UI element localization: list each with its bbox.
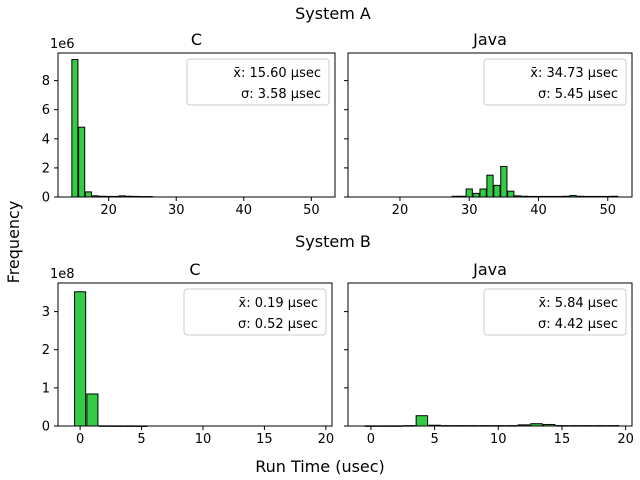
subplot-1: 20 30 40 50 Java x̄: 34.73 µsec σ: 5.45 µsec bbox=[344, 30, 633, 218]
x-tick-label: 30 bbox=[461, 203, 478, 218]
y-tick: 6 bbox=[42, 103, 58, 118]
subplot-title: C bbox=[189, 260, 200, 279]
x-tick: 15 bbox=[554, 426, 571, 447]
x-tick-label: 20 bbox=[617, 432, 634, 447]
y-tick: 8 bbox=[42, 74, 58, 89]
legend-entry: x̄: 5.84 µsec bbox=[539, 296, 618, 311]
x-tick: 5 bbox=[137, 426, 146, 447]
x-tick-label: 50 bbox=[599, 203, 616, 218]
legend-box bbox=[183, 288, 327, 336]
x-tick-label: 20 bbox=[392, 203, 409, 218]
x-tick: 40 bbox=[236, 197, 253, 218]
row-title-system-a: System A bbox=[295, 4, 371, 23]
histogram-bar bbox=[86, 393, 99, 427]
legend-entry: x̄: 34.73 µsec bbox=[530, 66, 618, 81]
axes-frame bbox=[347, 282, 633, 427]
row-title-system-b: System B bbox=[295, 232, 371, 251]
x-tick: 0 bbox=[367, 426, 375, 447]
histogram-bar bbox=[486, 174, 494, 198]
axes-frame bbox=[347, 52, 633, 198]
y-tick: 0 bbox=[42, 191, 58, 206]
x-tick-label: 5 bbox=[430, 432, 438, 447]
legend-entry: x̄: 15.60 µsec bbox=[233, 66, 321, 81]
histogram-bar bbox=[415, 415, 429, 427]
y-tick-label: 3 bbox=[42, 305, 50, 320]
subplot-0: 20 30 40 50 0 2 4 6 8 1e6 Cx̄: 15.60 µsec σ: 3.58 µ… bbox=[42, 30, 336, 218]
y-tick-label: 6 bbox=[42, 103, 50, 118]
y-tick-label: 0 bbox=[42, 191, 50, 206]
x-tick: 50 bbox=[303, 197, 320, 218]
y-tick: 2 bbox=[42, 343, 58, 358]
histogram-bar bbox=[78, 126, 86, 198]
x-tick: 15 bbox=[256, 426, 273, 447]
x-tick-label: 30 bbox=[168, 203, 185, 218]
histogram-bar bbox=[493, 184, 501, 198]
y-tick-label: 2 bbox=[42, 161, 50, 176]
subplot-title: C bbox=[191, 30, 202, 49]
y-tick: 0 bbox=[42, 420, 58, 435]
y-tick: 3 bbox=[42, 305, 58, 320]
histogram-bar bbox=[472, 192, 480, 198]
legend-entry: σ: 0.52 µsec bbox=[238, 317, 318, 332]
x-tick: 20 bbox=[318, 426, 335, 447]
y-tick-label: 8 bbox=[42, 74, 50, 89]
x-tick-label: 40 bbox=[530, 203, 547, 218]
axes-frame bbox=[57, 52, 336, 198]
histogram-bar bbox=[71, 59, 79, 198]
x-tick-label: 20 bbox=[318, 432, 335, 447]
x-tick-label: 0 bbox=[367, 432, 375, 447]
x-tick-label: 15 bbox=[554, 432, 571, 447]
x-tick-label: 50 bbox=[303, 203, 320, 218]
legend-entry: x̄: 0.19 µsec bbox=[239, 296, 318, 311]
y-offset-multiplier: 1e6 bbox=[50, 37, 75, 52]
y-tick-label: 2 bbox=[42, 343, 50, 358]
x-tick-label: 20 bbox=[100, 203, 117, 218]
x-tick: 10 bbox=[490, 426, 507, 447]
x-tick: 5 bbox=[430, 426, 439, 447]
x-tick: 20 bbox=[392, 197, 409, 218]
y-tick: 4 bbox=[42, 132, 58, 147]
shared-y-axis-label: Frequency bbox=[4, 201, 23, 284]
x-tick: 30 bbox=[461, 197, 478, 218]
legend-box bbox=[483, 58, 627, 106]
y-tick-label: 0 bbox=[42, 420, 50, 435]
y-tick: 2 bbox=[42, 161, 58, 176]
x-tick: 20 bbox=[617, 426, 634, 447]
x-tick-label: 10 bbox=[195, 432, 212, 447]
x-tick: 40 bbox=[530, 197, 547, 218]
histogram-bar bbox=[84, 191, 92, 198]
histogram-bar bbox=[465, 188, 473, 198]
x-tick-label: 5 bbox=[137, 432, 145, 447]
subplot-title: Java bbox=[472, 30, 507, 49]
x-tick-label: 40 bbox=[236, 203, 253, 218]
x-tick: 50 bbox=[599, 197, 616, 218]
legend-box bbox=[186, 58, 330, 106]
y-tick-label: 1 bbox=[42, 381, 50, 396]
shared-x-axis-label: Run Time (usec) bbox=[255, 457, 385, 476]
x-tick: 30 bbox=[168, 197, 185, 218]
y-offset-multiplier: 1e8 bbox=[50, 267, 75, 282]
legend-entry: σ: 3.58 µsec bbox=[241, 87, 321, 102]
legend-entry: σ: 5.45 µsec bbox=[538, 87, 618, 102]
x-tick-label: 0 bbox=[76, 432, 84, 447]
histogram-bar bbox=[74, 291, 87, 427]
x-tick: 10 bbox=[195, 426, 212, 447]
x-tick-label: 10 bbox=[490, 432, 507, 447]
axes-frame bbox=[57, 282, 333, 427]
x-tick: 20 bbox=[100, 197, 117, 218]
subplot-2: 0 5 10 15 20 0 1 2 3 1e8 Cx̄: 0.19 µsec σ: 0.52 µse… bbox=[42, 260, 334, 447]
legend-entry: σ: 4.42 µsec bbox=[538, 317, 618, 332]
histogram-bar bbox=[500, 165, 508, 198]
legend-box bbox=[483, 288, 627, 336]
y-tick: 1 bbox=[42, 381, 58, 396]
subplot-3: 0 5 10 15 20 Java x̄: 5.84 µsec σ: 4.42 µsec bbox=[344, 260, 634, 447]
histogram-bar bbox=[507, 190, 515, 198]
subplot-title: Java bbox=[472, 260, 507, 279]
histogram-bar bbox=[479, 188, 487, 198]
y-tick-label: 4 bbox=[42, 132, 50, 147]
x-tick-label: 15 bbox=[256, 432, 273, 447]
x-tick: 0 bbox=[76, 426, 84, 447]
